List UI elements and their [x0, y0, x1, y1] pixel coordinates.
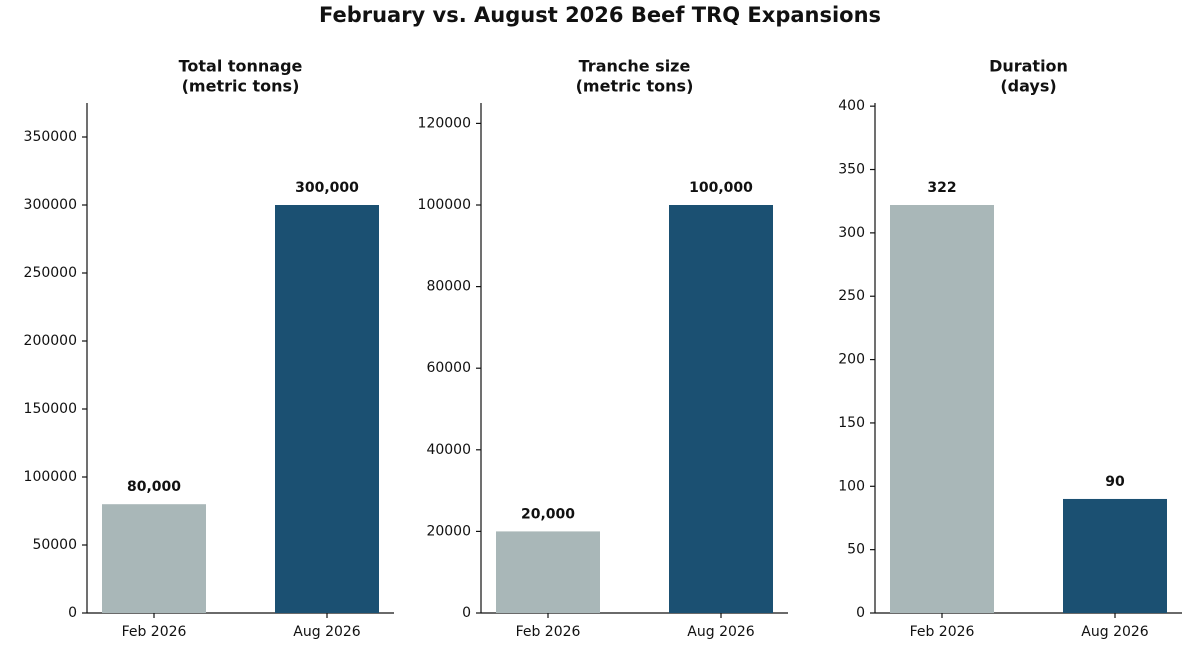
y-tick-label: 80000	[426, 279, 471, 295]
y-tick-label: 0	[462, 605, 471, 621]
y-tick-label: 50	[847, 542, 865, 558]
y-tick-label: 300000	[24, 197, 77, 213]
y-tick-label: 40000	[426, 442, 471, 458]
y-tick-label: 150000	[24, 401, 77, 417]
y-tick-label: 300	[838, 225, 865, 241]
y-tick-label: 200000	[24, 333, 77, 349]
value-label: 322	[927, 180, 956, 196]
value-label: 20,000	[521, 506, 575, 522]
y-tick-label: 150	[838, 415, 865, 431]
x-tick-label: Aug 2026	[293, 624, 361, 640]
value-label: 90	[1105, 474, 1125, 490]
y-tick-label: 250	[838, 288, 865, 304]
y-tick-label: 20000	[426, 523, 471, 539]
y-tick-label: 60000	[426, 360, 471, 376]
value-label: 300,000	[295, 180, 359, 196]
y-tick-label: 400	[838, 98, 865, 114]
y-tick-label: 0	[856, 605, 865, 621]
bar	[102, 504, 206, 613]
bar	[496, 531, 600, 613]
x-tick-label: Aug 2026	[687, 624, 755, 640]
x-tick-label: Feb 2026	[910, 624, 975, 640]
subplot-title: Total tonnage	[179, 57, 303, 76]
x-tick-label: Feb 2026	[122, 624, 187, 640]
bar	[890, 205, 994, 613]
y-tick-label: 100	[838, 478, 865, 494]
y-tick-label: 350000	[24, 129, 77, 145]
bar	[1063, 498, 1167, 613]
y-tick-label: 0	[68, 605, 77, 621]
x-tick-label: Feb 2026	[516, 624, 581, 640]
subplot-title: Tranche size	[579, 57, 691, 76]
value-label: 80,000	[127, 479, 181, 495]
y-tick-label: 50000	[32, 537, 77, 553]
y-tick-label: 200	[838, 352, 865, 368]
subplot-title: (days)	[1000, 77, 1056, 96]
y-tick-label: 100000	[418, 197, 471, 213]
y-tick-label: 350	[838, 162, 865, 178]
value-label: 100,000	[689, 180, 753, 196]
subplot-title: (metric tons)	[576, 77, 694, 96]
x-tick-label: Aug 2026	[1081, 624, 1149, 640]
y-tick-label: 100000	[24, 469, 77, 485]
bar	[275, 205, 379, 613]
subplot-title: Duration	[989, 57, 1068, 76]
suptitle: February vs. August 2026 Beef TRQ Expans…	[319, 3, 881, 27]
subplot-title: (metric tons)	[182, 77, 300, 96]
y-tick-label: 120000	[418, 115, 471, 131]
y-tick-label: 250000	[24, 265, 77, 281]
bar	[669, 205, 773, 613]
